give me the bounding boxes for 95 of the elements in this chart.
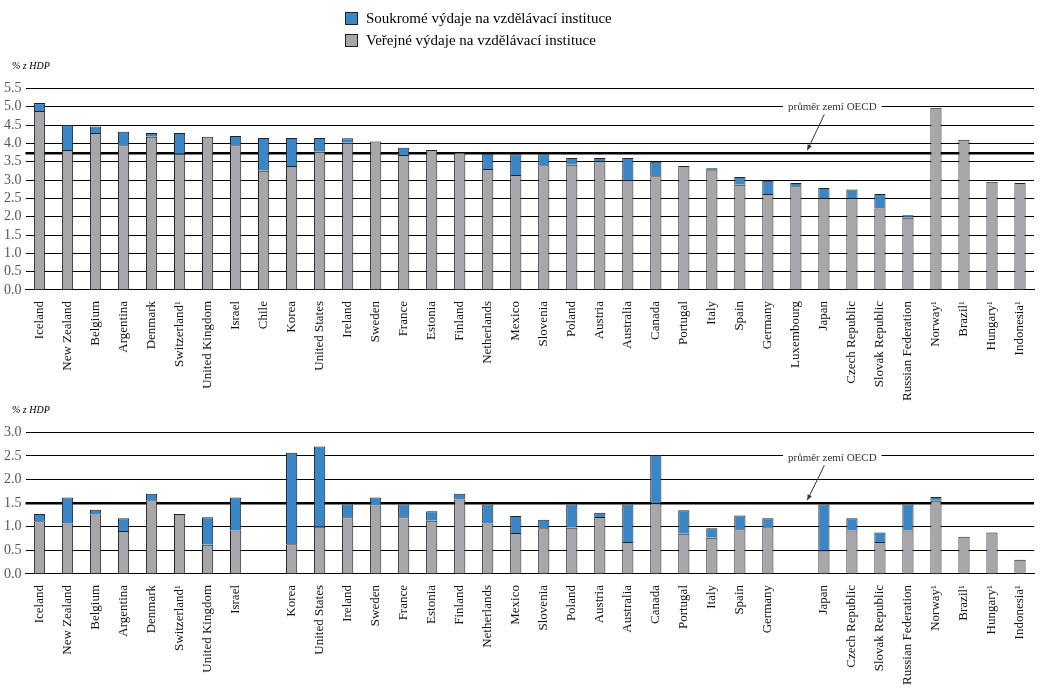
x-tick-label: Belgium	[86, 584, 102, 630]
x-tick-label: Australia	[619, 584, 635, 633]
x-tick-label: Slovak Republic	[871, 584, 887, 672]
x-tick-label: Brazil¹	[955, 584, 971, 621]
x-tick-label: New Zealand	[58, 300, 74, 371]
x-tick-label: Slovenia	[535, 300, 551, 347]
x-tick-label: Hungary¹	[983, 584, 999, 635]
y-tick-label: 5.5	[4, 80, 22, 96]
y-tick-label: 0.5	[4, 263, 22, 279]
x-tick-label: Luxembourg	[787, 300, 803, 368]
x-tick-label: Norway¹	[927, 584, 943, 631]
x-tick-label: Slovak Republic	[871, 300, 887, 388]
y-tick-label: 0.5	[4, 542, 22, 558]
x-tick-label: Brazil¹	[955, 300, 971, 337]
x-tick-label: Australia	[619, 300, 635, 349]
x-tick-label: Netherlands	[479, 584, 495, 648]
x-tick-label: Denmark	[142, 584, 158, 634]
x-tick-label: Sweden	[367, 584, 383, 627]
x-tick-label: Poland	[563, 584, 579, 622]
legend-label: Soukromé výdaje na vzdělávací instituce	[366, 10, 612, 27]
x-tick-label: France	[395, 584, 411, 621]
x-tick-label: Finland	[451, 300, 467, 341]
x-tick-label: Ireland	[339, 584, 355, 622]
x-tick-label: Switzerland¹	[171, 300, 186, 367]
x-tick-label: Switzerland¹	[171, 584, 186, 651]
x-tick-label: Italy	[703, 584, 719, 609]
x-tick-label: Indonesia¹	[1011, 584, 1027, 640]
x-tick-label: Czech Republic	[843, 300, 859, 384]
x-tick-label: Austria	[591, 300, 607, 340]
y-tick-label: 1.0	[4, 245, 22, 261]
x-tick-label: Estonia	[423, 300, 439, 340]
x-tick-label: Germany	[759, 584, 775, 634]
x-tick-label: Canada	[647, 584, 663, 624]
y-tick-label: 0.0	[4, 281, 22, 297]
x-tick-label: Iceland	[30, 300, 46, 340]
x-tick-label: United Kingdom	[199, 584, 215, 673]
y-tick-label: 3.5	[4, 153, 22, 169]
y-tick-label: 1.5	[4, 226, 22, 242]
x-tick-label: Russian Federation	[899, 584, 915, 685]
x-tick-label: Ireland	[339, 300, 355, 338]
x-tick-label: Poland	[563, 300, 579, 338]
ref-line-label: průměr zemí OECD	[788, 100, 877, 113]
x-tick-label: Indonesia¹	[1011, 300, 1027, 356]
x-tick-label: France	[395, 300, 411, 337]
y-axis-title: % z HDP	[11, 404, 51, 417]
legend-label: Veřejné výdaje na vzdělávací instituce	[366, 32, 596, 49]
x-tick-label: Netherlands	[479, 300, 495, 364]
x-tick-label: Czech Republic	[843, 584, 859, 668]
x-tick-label: Mexico	[507, 300, 523, 341]
x-tick-label: Israel	[227, 584, 243, 614]
x-tick-label: New Zealand	[58, 584, 74, 655]
y-tick-label: 2.0	[4, 208, 22, 224]
x-tick-label: Russian Federation	[899, 300, 915, 401]
ref-line-label: průměr zemí OECD	[788, 451, 877, 464]
x-tick-label: Austria	[591, 584, 607, 624]
x-tick-label: Belgium	[86, 300, 102, 346]
x-tick-label: Spain	[731, 300, 747, 331]
x-tick-label: United States	[311, 584, 327, 655]
x-tick-label: Slovenia	[535, 584, 551, 631]
x-tick-label: Argentina	[114, 300, 130, 353]
x-tick-label: Estonia	[423, 584, 439, 624]
x-tick-label: Japan	[815, 584, 831, 615]
x-tick-label: Iceland	[30, 584, 46, 624]
y-tick-label: 2.5	[4, 190, 22, 206]
x-tick-label: United Kingdom	[199, 300, 215, 389]
x-tick-label: Portugal	[675, 584, 691, 630]
x-tick-label: Israel	[227, 300, 243, 330]
x-tick-label: Korea	[283, 584, 299, 617]
x-tick-label: Denmark	[142, 300, 158, 350]
y-tick-label: 4.5	[4, 116, 22, 132]
x-tick-label: Hungary¹	[983, 300, 999, 351]
x-tick-label: United States	[311, 300, 327, 371]
x-tick-label: Italy	[703, 300, 719, 325]
x-tick-label: Canada	[647, 300, 663, 340]
y-tick-label: 0.0	[4, 565, 22, 581]
x-tick-label: Norway¹	[927, 300, 943, 347]
x-tick-label: Portugal	[675, 300, 691, 346]
y-tick-label: 5.0	[4, 98, 22, 114]
x-tick-label: Finland	[451, 584, 467, 625]
x-tick-label: Sweden	[367, 300, 383, 343]
y-tick-label: 1.0	[4, 518, 22, 534]
y-tick-label: 2.5	[4, 447, 22, 463]
y-tick-label: 4.0	[4, 135, 22, 151]
y-axis-title: % z HDP	[11, 60, 51, 73]
x-tick-label: Germany	[759, 300, 775, 350]
x-tick-label: Argentina	[114, 584, 130, 637]
y-tick-label: 2.0	[4, 471, 22, 487]
x-tick-label: Korea	[283, 300, 299, 333]
x-tick-label: Spain	[731, 584, 747, 615]
y-tick-label: 3.0	[4, 424, 22, 440]
x-tick-label: Japan	[815, 300, 831, 331]
x-tick-label: Chile	[255, 300, 271, 330]
y-tick-label: 3.0	[4, 171, 22, 187]
y-tick-label: 1.5	[4, 494, 22, 510]
x-tick-label: Mexico	[507, 584, 523, 625]
